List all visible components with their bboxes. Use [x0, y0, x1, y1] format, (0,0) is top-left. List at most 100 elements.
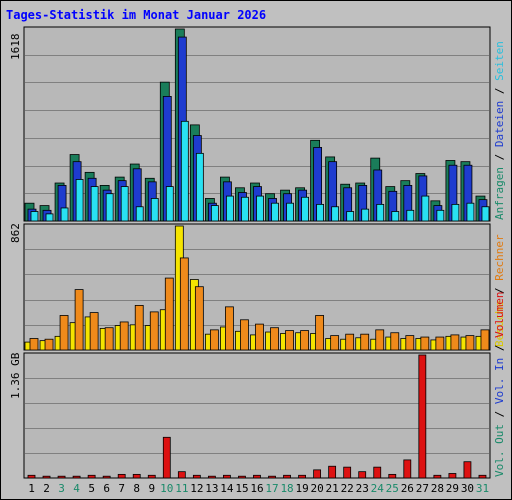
legend-separator: /: [493, 338, 506, 358]
bar-seiten-day-18: [286, 202, 294, 222]
bar-rechner-day-21: [330, 335, 340, 351]
day-label: 31: [476, 482, 489, 495]
bar-rechner-day-1: [29, 338, 39, 351]
chart-title: Tages-Statistik im Monat Januar 2026: [6, 8, 266, 22]
day-label: 1: [28, 482, 35, 495]
bar-rechner-day-8: [134, 305, 144, 351]
day-label: 23: [356, 482, 369, 495]
day-label: 8: [133, 482, 140, 495]
bar-rechner-day-14: [225, 306, 234, 351]
bar-seiten-day-25: [391, 211, 400, 222]
bar-seiten-day-2: [45, 213, 54, 222]
legend-group: Anfragen / Dateien / Seiten: [493, 41, 506, 220]
bar-seiten-day-20: [316, 203, 325, 222]
plot-area: [23, 352, 491, 479]
ymax-label-volume: 1.36 GB: [9, 352, 22, 399]
bar-seiten-day-27: [421, 195, 430, 222]
legend: Anfragen / Dateien / Seiten Besuche / Rec…: [493, 41, 506, 477]
bar-rechner-day-4: [74, 289, 84, 351]
bar-volumen-day-16: [253, 474, 261, 479]
bar-seiten-day-22: [346, 211, 355, 222]
bar-seiten-day-19: [301, 196, 309, 222]
bar-rechner-day-30: [465, 335, 475, 351]
bar-rechner-day-6: [104, 327, 114, 351]
ymax-label-visits: 862: [9, 223, 22, 243]
day-label: 9: [148, 482, 155, 495]
day-label: 16: [250, 482, 263, 495]
bar-volumen-day-14: [223, 474, 231, 479]
bar-volumen-day-4: [72, 475, 81, 479]
bar-rechner-day-24: [375, 329, 385, 351]
bar-volumen-day-24: [373, 466, 382, 479]
legend-group: Besuche / Rechner: [493, 234, 506, 347]
bar-rechner-day-13: [209, 329, 219, 351]
bar-volumen-day-1: [27, 474, 36, 479]
day-label: 19: [295, 482, 308, 495]
bar-volumen-day-6: [102, 475, 111, 479]
bar-seiten-day-13: [210, 205, 219, 222]
bar-volumen-day-8: [132, 473, 141, 479]
legend-item-anfragen: Anfragen: [493, 167, 506, 220]
bar-seiten-day-8: [135, 206, 144, 222]
bar-volumen-day-17: [268, 475, 276, 479]
series-volumen: [27, 354, 487, 479]
day-label: 18: [280, 482, 293, 495]
bar-seiten-day-21: [331, 206, 340, 222]
bar-rechner-day-15: [240, 319, 249, 351]
series-seiten: [30, 120, 490, 222]
legend-separator: /: [493, 81, 506, 101]
bar-rechner-day-11: [179, 257, 189, 351]
bar-seiten-day-26: [406, 209, 415, 222]
panel-visits-sites: [23, 223, 491, 351]
bar-rechner-day-12: [194, 286, 204, 351]
bar-seiten-day-11: [180, 120, 189, 222]
bar-volumen-day-27: [418, 354, 427, 479]
ymax-label-hits: 1618: [9, 34, 22, 61]
bar-seiten-day-10: [165, 186, 174, 222]
day-label: 14: [220, 482, 234, 495]
bar-seiten-day-9: [150, 198, 159, 222]
bar-seiten-day-31: [481, 206, 490, 222]
bar-seiten-day-4: [75, 179, 84, 222]
bar-volumen-day-13: [207, 475, 216, 479]
day-label: 27: [416, 482, 429, 495]
bar-seiten-day-29: [451, 203, 460, 222]
bar-seiten-day-30: [466, 202, 475, 222]
day-label: 7: [118, 482, 125, 495]
day-label: 30: [461, 482, 474, 495]
day-label: 28: [431, 482, 444, 495]
bar-volumen-day-9: [147, 474, 156, 479]
bar-volumen-day-19: [298, 474, 306, 479]
bar-seiten-day-15: [241, 196, 249, 222]
bar-volumen-day-5: [87, 474, 96, 479]
bar-seiten-day-28: [436, 209, 445, 222]
bar-seiten-day-17: [271, 202, 279, 222]
bar-rechner-day-7: [119, 321, 129, 351]
day-label: 21: [326, 482, 339, 495]
bar-volumen-day-25: [388, 473, 397, 479]
legend-separator: /: [493, 147, 506, 167]
bar-volumen-day-23: [358, 471, 367, 479]
panel-volume: [23, 352, 491, 479]
day-label: 26: [401, 482, 414, 495]
bar-rechner-day-17: [270, 327, 279, 351]
bar-rechner-day-25: [390, 332, 400, 351]
bar-volumen-day-30: [463, 461, 472, 479]
bar-rechner-day-2: [44, 338, 54, 351]
day-axis-labels: 1 2 3 4 5 6 7 8 9 10 11 12 13 14 15 16 17 18 19 20 21 22 23 24 2…: [28, 482, 489, 495]
day-label: 2: [43, 482, 50, 495]
bar-volumen-day-28: [433, 474, 442, 479]
bar-volumen-day-29: [448, 473, 457, 479]
legend-separator: /: [493, 404, 506, 424]
bar-seiten-day-7: [120, 186, 129, 222]
bar-rechner-day-26: [405, 335, 415, 351]
day-label: 5: [88, 482, 95, 495]
bar-volumen-day-21: [328, 465, 337, 479]
bar-volumen-day-20: [313, 469, 322, 479]
bar-volumen-day-2: [42, 475, 51, 479]
bar-volumen-day-22: [343, 466, 352, 479]
legend-group: Vol. Out / Vol. In / Volumen: [493, 292, 506, 477]
day-label: 17: [265, 482, 278, 495]
bar-seiten-day-16: [256, 195, 264, 222]
day-label: 6: [103, 482, 110, 495]
